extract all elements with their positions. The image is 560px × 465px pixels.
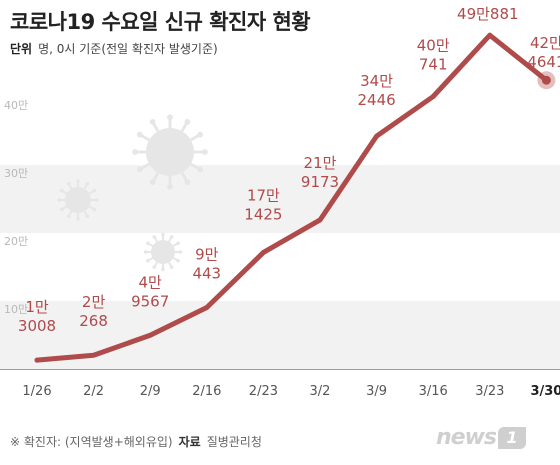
data-point <box>91 352 96 358</box>
data-point <box>261 250 266 255</box>
data-label: 3008 <box>18 317 56 335</box>
data-point <box>430 94 436 99</box>
data-point <box>374 133 379 139</box>
y-tick-label: 20만 <box>4 235 28 248</box>
y-tick-label: 30만 <box>4 167 28 180</box>
data-point <box>487 32 493 38</box>
virus-icon <box>143 232 183 272</box>
source-name: 질병관리청 <box>206 435 262 449</box>
x-tick-label: 3/9 <box>366 384 387 399</box>
highlight-point <box>541 75 551 85</box>
logo-text: news <box>436 425 497 450</box>
data-point <box>204 305 210 310</box>
data-point <box>34 357 40 363</box>
data-label: 268 <box>79 312 108 330</box>
virus-icon <box>57 179 99 221</box>
data-label: 1만 <box>25 298 49 316</box>
y-tick-label: 10만 <box>4 303 28 316</box>
x-tick-label: 2/9 <box>140 384 161 399</box>
data-label: 2446 <box>358 91 396 109</box>
x-tick-label: 2/23 <box>249 384 278 399</box>
footnote-note: ※ 확진자: (지역발생+해외유입) <box>10 435 173 449</box>
data-label: 4만 <box>139 273 163 291</box>
data-label: 443 <box>192 264 221 282</box>
x-tick-label: 1/26 <box>22 384 51 399</box>
virus-icon <box>132 114 208 190</box>
data-point <box>317 217 323 223</box>
data-label: 2만 <box>82 293 106 311</box>
x-tick-label: 2/2 <box>83 384 104 399</box>
x-tick-label: 3/23 <box>475 384 504 399</box>
data-label: 42만 <box>530 34 560 52</box>
data-label: 49만881 <box>457 5 519 23</box>
data-label: 9567 <box>131 292 169 310</box>
data-label: 4641 <box>527 53 560 71</box>
data-label: 21만 <box>304 154 337 172</box>
footnote: ※ 확진자: (지역발생+해외유입) 자료 질병관리청 <box>10 433 262 450</box>
source-label: 자료 <box>178 435 201 449</box>
unit-label: 단위 <box>10 42 33 56</box>
x-tick-label: 2/16 <box>192 384 221 399</box>
x-tick-label: 3/16 <box>419 384 448 399</box>
logo-badge: 1 <box>498 426 527 449</box>
x-tick-label: 3/2 <box>310 384 331 399</box>
y-tick-label: 40만 <box>4 99 28 112</box>
unit-line: 단위 명, 0시 기준(전일 확진자 발생기준) <box>10 40 218 57</box>
data-label: 9만 <box>195 245 219 263</box>
data-label: 40만 <box>417 36 450 54</box>
data-label: 1425 <box>244 205 282 223</box>
chart-title: 코로나19 수요일 신규 확진자 현황 <box>10 10 311 34</box>
series-line <box>34 32 549 363</box>
data-point <box>147 332 153 338</box>
news1-logo: news 1 <box>436 425 527 450</box>
data-label: 9173 <box>301 173 339 191</box>
data-label: 741 <box>419 55 448 73</box>
x-tick-label: 3/30 <box>530 384 560 399</box>
data-label: 34만 <box>360 72 393 90</box>
data-label: 17만 <box>247 186 280 204</box>
unit-text: 명, 0시 기준(전일 확진자 발생기준) <box>38 42 218 56</box>
